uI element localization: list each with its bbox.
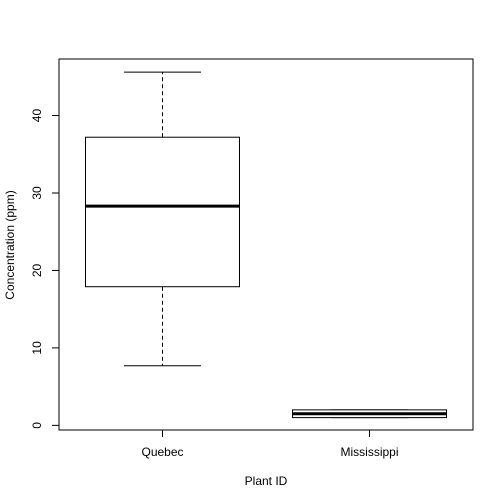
y-axis-label: Concentration (ppm): [3, 190, 17, 299]
y-axis: 0 10 20 30 40: [30, 109, 60, 429]
interquartile-box: [85, 136, 240, 288]
y-tick-label-10: 10: [30, 341, 44, 355]
y-tick-label-0: 0: [30, 422, 44, 429]
x-tick-label-mississippi: Mississippi: [340, 445, 398, 459]
box-mississippi: [292, 409, 447, 419]
chart-marks: [85, 71, 447, 419]
y-tick-label-30: 30: [30, 186, 44, 200]
x-axis: Quebec Mississippi: [141, 429, 399, 459]
x-tick-label-quebec: Quebec: [141, 445, 183, 459]
box-quebec: [85, 71, 240, 367]
y-tick-label-20: 20: [30, 263, 44, 277]
x-axis-label: Plant ID: [245, 474, 288, 488]
y-tick-label-40: 40: [30, 109, 44, 123]
